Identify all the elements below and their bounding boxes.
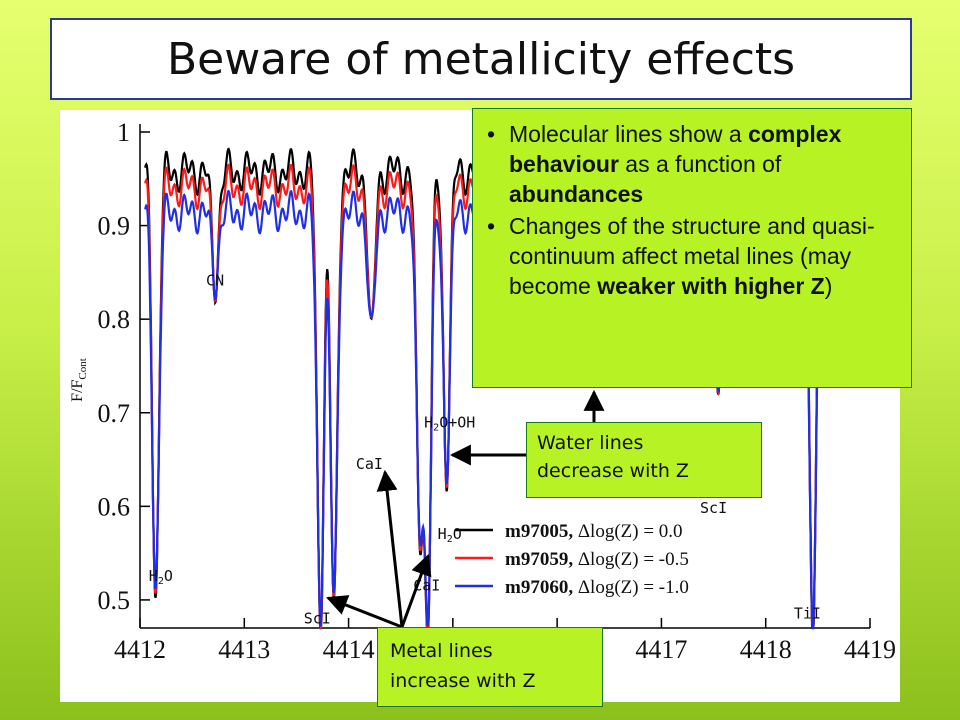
title-box: Beware of metallicity effects — [50, 18, 912, 100]
info-bullet-1-bold-a: complex behaviour — [509, 121, 842, 177]
water-callout-line2: decrease with Z — [537, 460, 689, 482]
info-bullet-2: Changes of the structure and quasi-conti… — [483, 211, 901, 301]
legend-label-1: m97059, Δlog(Z) = -0.5 — [505, 549, 689, 570]
line-annotation-2: ScI — [304, 609, 331, 627]
metal-callout-line2: increase with Z — [390, 670, 536, 692]
annotation-subscript: 2 — [158, 576, 164, 587]
y-tick-label: 1 — [117, 118, 130, 147]
y-tick-label: 0.9 — [98, 212, 131, 241]
arrow — [326, 595, 403, 629]
annotation-text: O — [164, 567, 173, 585]
legend-label-model: m97060, — [505, 577, 573, 598]
legend-label-2: m97060, Δlog(Z) = -1.0 — [505, 577, 689, 598]
legend-label-0: m97005, Δlog(Z) = 0.0 — [505, 521, 683, 542]
info-bullet-1: Molecular lines show a complex behaviour… — [483, 119, 901, 209]
y-tick-label: 0.8 — [98, 305, 131, 334]
line-annotation-7: ScI — [700, 499, 727, 517]
legend-label-metallicity: Δlog(Z) = -1.0 — [573, 577, 689, 598]
info-bullet-2-text-b: ) — [824, 273, 833, 299]
info-bullet-2-bold: weaker with higher Z — [597, 273, 825, 299]
legend-label-metallicity: Δlog(Z) = 0.0 — [573, 521, 682, 542]
legend-label-model: m97059, — [505, 549, 573, 570]
x-tick-label: 4413 — [218, 635, 270, 664]
y-tick-label: 0.5 — [98, 586, 131, 615]
line-annotation-5: H2O — [438, 525, 462, 545]
info-bullet-2-text-a: Changes of the structure and quasi-conti… — [509, 213, 875, 299]
x-tick-label: 4414 — [323, 635, 375, 664]
line-annotation-6: H2O+OH — [424, 414, 475, 434]
arrow — [376, 469, 404, 628]
slide-title: Beware of metallicity effects — [166, 33, 796, 85]
metal-callout-line1: Metal lines — [390, 640, 493, 662]
annotation-text: H — [438, 525, 447, 543]
annotation-text: O+OH — [439, 414, 475, 432]
annotation-text: H — [424, 414, 433, 432]
legend-label-metallicity: Δlog(Z) = -0.5 — [573, 549, 689, 570]
x-tick-label: 4412 — [114, 635, 166, 664]
info-box: Molecular lines show a complex behaviour… — [472, 108, 912, 388]
info-bullet-1-text-b: as a function of — [618, 151, 782, 177]
arrow — [400, 554, 432, 628]
annotation-text: H — [149, 567, 158, 585]
info-bullet-1-text-a: Molecular lines show a — [509, 121, 749, 147]
x-tick-label: 4419 — [844, 635, 896, 664]
annotation-subscript: 2 — [447, 534, 453, 545]
line-annotation-0: CN — [206, 271, 224, 289]
line-annotation-1: H2O — [149, 567, 173, 587]
x-tick-label: 4417 — [635, 635, 687, 664]
info-bullet-1-bold-b: abundances — [509, 181, 644, 207]
y-tick-label: 0.7 — [98, 399, 131, 428]
y-axis-label: F/FCont — [69, 358, 89, 402]
line-annotation-3: CaI — [356, 455, 383, 473]
legend-label-model: m97005, — [505, 521, 573, 542]
annotation-text: O — [453, 525, 462, 543]
x-tick-label: 4418 — [740, 635, 792, 664]
water-lines-callout: Water lines decrease with Z — [526, 422, 762, 498]
y-tick-label: 0.6 — [98, 492, 131, 521]
annotation-subscript: 2 — [433, 423, 439, 434]
metal-lines-callout: Metal lines increase with Z — [377, 627, 603, 707]
line-annotation-8: TiI — [794, 605, 821, 623]
water-callout-line1: Water lines — [537, 432, 644, 454]
y-axis-label-subscript: Cont — [77, 358, 89, 379]
